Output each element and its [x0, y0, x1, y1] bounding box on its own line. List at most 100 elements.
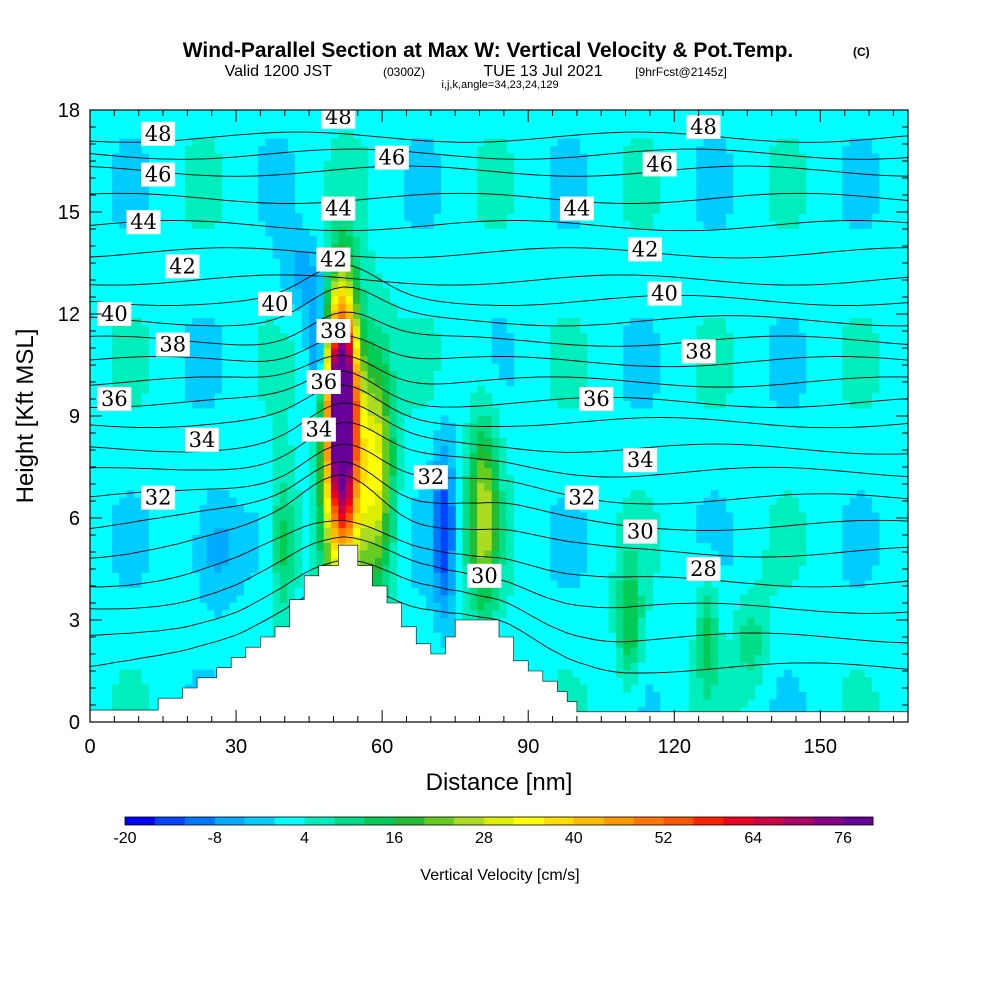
velocity-cell: [710, 370, 719, 379]
velocity-cell: [718, 348, 727, 357]
velocity-cell: [696, 707, 705, 716]
velocity-cell: [119, 512, 128, 521]
velocity-cell: [579, 557, 588, 566]
velocity-cell: [433, 505, 442, 514]
velocity-cell: [491, 505, 500, 514]
velocity-cell: [732, 669, 741, 678]
velocity-cell: [740, 594, 748, 603]
velocity-cell: [856, 175, 865, 185]
velocity-cell: [265, 190, 274, 199]
velocity-cell: [396, 460, 405, 469]
velocity-cell: [272, 198, 281, 207]
velocity-cell: [506, 333, 515, 342]
velocity-cell: [272, 587, 281, 596]
velocity-cell: [645, 190, 653, 199]
velocity-cell: [250, 564, 259, 573]
velocity-cell: [119, 527, 128, 536]
velocity-cell: [433, 564, 442, 573]
velocity-cell: [316, 520, 325, 529]
velocity-cell: [645, 587, 653, 596]
velocity-cell: [331, 475, 339, 484]
velocity-cell: [279, 385, 288, 394]
velocity-cell: [133, 400, 142, 409]
velocity-cell: [287, 520, 296, 529]
velocity-cell: [747, 587, 756, 596]
velocity-cell: [637, 146, 646, 155]
velocity-cell: [645, 602, 653, 611]
velocity-cell: [214, 520, 223, 529]
velocity-cell: [133, 362, 142, 372]
velocity-cell: [287, 557, 296, 566]
velocity-cell: [418, 377, 427, 386]
velocity-cell: [718, 632, 727, 641]
velocity-cell: [111, 175, 120, 185]
velocity-cell: [783, 190, 792, 199]
velocity-cell: [382, 370, 391, 379]
velocity-cell: [323, 243, 332, 252]
velocity-cell: [791, 535, 800, 544]
velocity-cell: [791, 564, 800, 573]
velocity-cell: [856, 370, 865, 379]
x-tick-label: 30: [225, 736, 247, 758]
velocity-cell: [418, 198, 427, 207]
velocity-cell: [703, 699, 712, 708]
velocity-cell: [352, 258, 361, 267]
velocity-cell: [309, 243, 318, 252]
velocity-cell: [323, 437, 332, 446]
velocity-cell: [360, 370, 369, 379]
velocity-cell: [491, 213, 500, 222]
velocity-cell: [374, 288, 383, 297]
velocity-cell: [630, 639, 639, 648]
velocity-cell: [126, 168, 135, 177]
velocity-cell: [331, 497, 339, 506]
velocity-cell: [272, 183, 281, 192]
theta-contour-31: [90, 461, 908, 531]
velocity-cell: [491, 437, 500, 446]
velocity-cell: [309, 258, 318, 267]
contour-label: 36: [579, 387, 614, 411]
velocity-cell: [564, 557, 573, 566]
velocity-cell: [404, 183, 412, 192]
velocity-cell: [206, 579, 215, 588]
velocity-cell: [710, 205, 719, 214]
velocity-cell: [871, 340, 880, 349]
velocity-cell: [791, 198, 800, 207]
velocity-cell: [287, 564, 296, 573]
velocity-cell: [309, 348, 318, 357]
velocity-cell: [411, 362, 420, 372]
velocity-cell: [652, 370, 661, 379]
x-tick-label: 60: [371, 736, 393, 758]
velocity-cell: [389, 370, 398, 379]
velocity-cell: [382, 355, 391, 364]
velocity-cell: [791, 542, 800, 551]
velocity-cell: [279, 437, 288, 446]
velocity-cell: [864, 684, 873, 693]
velocity-cell: [499, 348, 507, 357]
velocity-cell: [557, 505, 566, 514]
velocity-cell: [433, 572, 442, 581]
velocity-cell: [842, 355, 851, 364]
velocity-cell: [316, 280, 325, 289]
velocity-cell: [491, 153, 500, 162]
velocity-cell: [206, 340, 215, 349]
velocity-cell: [111, 557, 120, 566]
velocity-cell: [338, 460, 347, 469]
velocity-cell: [725, 662, 734, 671]
velocity-cell: [279, 265, 288, 274]
velocity-cell: [331, 355, 339, 364]
colorbar-tick-label: -8: [208, 830, 222, 847]
contour-label-box: [316, 247, 351, 272]
velocity-cell: [272, 340, 281, 349]
velocity-cell: [411, 348, 420, 357]
velocity-cell: [418, 213, 427, 222]
velocity-cell: [572, 370, 580, 379]
theta-contour-47: [90, 148, 908, 160]
velocity-cell: [272, 325, 281, 334]
velocity-cell: [214, 205, 223, 214]
y-tick-label: 6: [69, 508, 80, 530]
velocity-cell: [331, 190, 339, 199]
velocity-cell: [506, 535, 515, 544]
velocity-cell: [696, 632, 705, 641]
velocity-cell: [119, 146, 128, 155]
